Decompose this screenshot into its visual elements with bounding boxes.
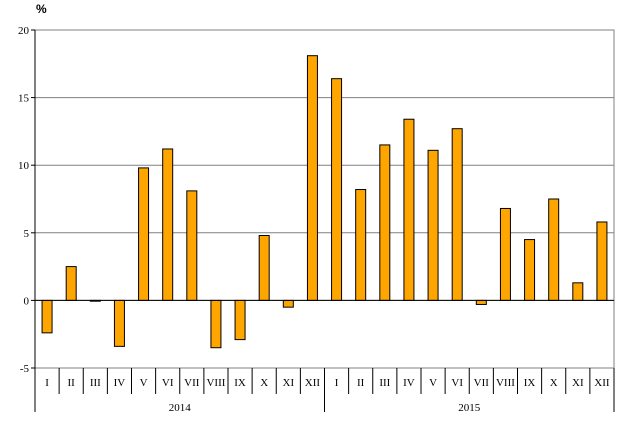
- bar: [138, 167, 150, 301]
- bar: [572, 282, 584, 301]
- x-group-label: 2015: [458, 402, 481, 414]
- x-tick-label: VII: [474, 377, 490, 389]
- bar: [499, 207, 511, 301]
- y-tick-label: 20: [18, 25, 30, 37]
- x-tick-label: VIII: [496, 377, 515, 389]
- bar: [186, 190, 198, 301]
- y-tick-label: 5: [24, 228, 30, 240]
- bar: [113, 299, 125, 347]
- x-tick-label: IV: [114, 377, 126, 389]
- bar: [451, 128, 463, 301]
- y-axis-unit: %: [36, 2, 47, 16]
- y-tick-label: 15: [18, 93, 30, 105]
- x-tick-label: IX: [524, 377, 536, 389]
- x-tick-label: XI: [283, 377, 295, 389]
- x-tick-label: I: [335, 377, 339, 389]
- bar: [427, 149, 439, 301]
- x-tick-label: VI: [451, 377, 463, 389]
- x-tick-label: X: [260, 377, 268, 389]
- bar: [306, 55, 318, 301]
- x-tick-label: I: [45, 377, 49, 389]
- x-tick-label: VI: [162, 377, 174, 389]
- bar: [234, 299, 246, 341]
- x-tick-label: V: [140, 377, 148, 389]
- x-tick-label: X: [550, 377, 558, 389]
- x-tick-label: II: [68, 377, 76, 389]
- axes: [31, 29, 615, 412]
- bar: [331, 78, 343, 301]
- x-tick-label: XI: [572, 377, 584, 389]
- x-tick-label: V: [429, 377, 437, 389]
- x-tick-label: II: [357, 377, 365, 389]
- bar: [403, 118, 415, 301]
- bar: [210, 299, 222, 349]
- x-tick-label: III: [379, 377, 390, 389]
- x-tick-label: VIII: [206, 377, 225, 389]
- bar: [162, 148, 174, 301]
- x-tick-label: IX: [234, 377, 246, 389]
- bar: [524, 239, 536, 301]
- bar: [258, 235, 270, 301]
- x-tick-label: XII: [305, 377, 321, 389]
- x-tick-label: XII: [594, 377, 610, 389]
- bar: [355, 189, 367, 301]
- x-tick-label: III: [90, 377, 101, 389]
- bar: [41, 299, 53, 334]
- x-tick-label: IV: [403, 377, 415, 389]
- bar: [282, 299, 294, 308]
- bar: [548, 198, 560, 301]
- y-tick-label: -5: [20, 363, 30, 375]
- x-tick-label: VII: [184, 377, 200, 389]
- bar: [475, 299, 487, 305]
- bar: [596, 221, 608, 301]
- bars: [41, 55, 608, 349]
- x-group-label: 2014: [169, 402, 192, 414]
- y-tick-label: 0: [24, 295, 30, 307]
- y-tick-label: 10: [18, 160, 30, 172]
- bar: [65, 266, 77, 301]
- bar: [379, 144, 391, 301]
